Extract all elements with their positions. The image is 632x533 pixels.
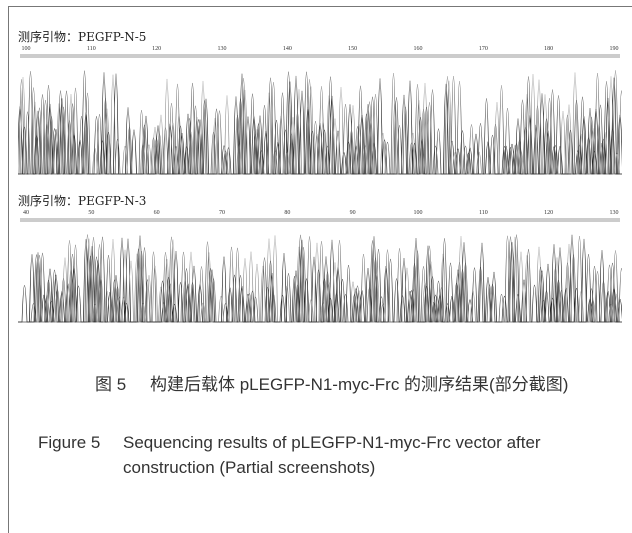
ruler-label: 120 — [544, 210, 553, 216]
ruler-label: 100 — [22, 46, 31, 52]
chromatogram-panel: 测序引物：PEGFP-N-3 40 50 60 70 80 90 100 110 120 130 — [18, 192, 622, 327]
ruler-label: 130 — [610, 210, 619, 216]
ruler-label: 90 — [350, 210, 356, 216]
sequence-letters — [20, 218, 620, 222]
ruler-label: 70 — [219, 210, 225, 216]
caption-text: Sequencing results of pLEGFP-N1-myc-Frc … — [123, 430, 558, 480]
ruler-label: 110 — [87, 46, 96, 52]
ruler-label: 160 — [414, 46, 423, 52]
ruler-label: 40 — [23, 210, 29, 216]
ruler-label: 120 — [152, 46, 161, 52]
ruler-label: 170 — [479, 46, 488, 52]
ruler-label: 110 — [479, 210, 488, 216]
caption-cn: 图 5 构建后载体 pLEGFP-N1-myc-Frc 的测序结果(部分截图) — [95, 372, 595, 397]
ruler-label: 60 — [154, 210, 160, 216]
ruler-label: 150 — [348, 46, 357, 52]
page: 测序引物：PEGFP-N-5 1001101201301401501601701… — [0, 0, 632, 533]
caption-label: 图 5 — [95, 372, 150, 397]
ruler-label: 50 — [88, 210, 94, 216]
chromatogram: 100 110 120 130 140 150 160 170 180 190 — [18, 44, 622, 178]
caption-en: Figure 5 Sequencing results of pLEGFP-N1… — [38, 430, 558, 480]
chromatogram: 40 50 60 70 80 90 100 110 120 130 — [18, 208, 622, 326]
sequence-letters — [20, 54, 620, 58]
ruler-label: 180 — [544, 46, 553, 52]
caption-label: Figure 5 — [38, 430, 123, 480]
primer-label: 测序引物：PEGFP-N-5 — [18, 28, 146, 45]
ruler-label: 130 — [218, 46, 227, 52]
primer-label: 测序引物：PEGFP-N-3 — [18, 192, 146, 209]
ruler-label: 80 — [284, 210, 290, 216]
ruler-label: 100 — [414, 210, 423, 216]
ruler-label: 140 — [283, 46, 292, 52]
caption-text: 构建后载体 pLEGFP-N1-myc-Frc 的测序结果(部分截图) — [150, 372, 568, 397]
ruler-label: 190 — [610, 46, 619, 52]
